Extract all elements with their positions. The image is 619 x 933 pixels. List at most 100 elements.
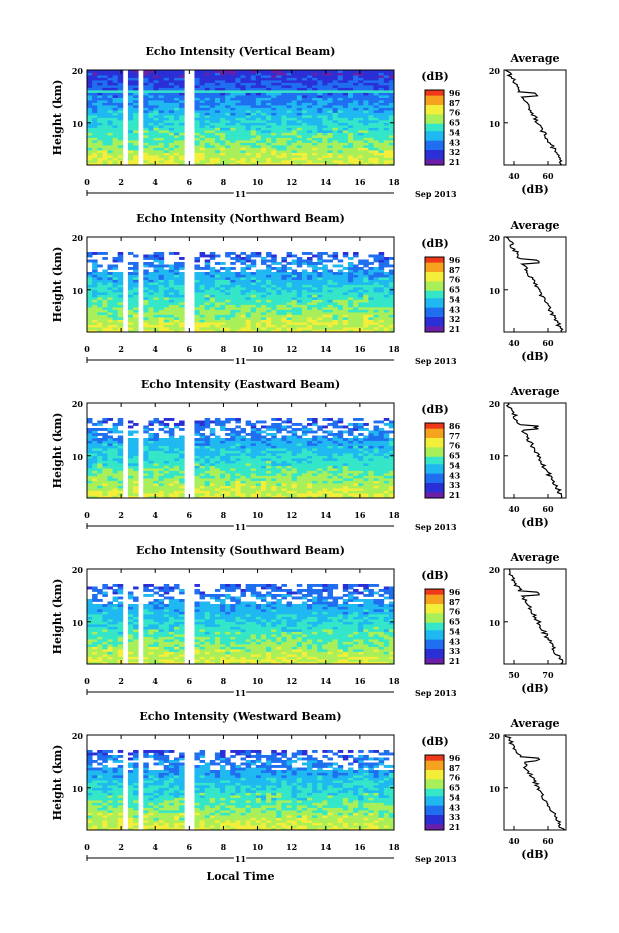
heatmap-cell: [333, 93, 339, 96]
heatmap-cell: [348, 327, 354, 330]
heatmap-cell: [179, 483, 185, 486]
heatmap-cell: [251, 118, 257, 121]
heatmap-cell: [102, 148, 108, 151]
heatmap-cell: [379, 315, 385, 318]
heatmap-cell: [164, 456, 170, 459]
heatmap-cell: [374, 95, 380, 98]
heatmap-cell: [384, 90, 390, 93]
heatmap-cell: [281, 125, 287, 128]
heatmap-cell: [225, 300, 231, 303]
heatmap-cell: [225, 160, 231, 163]
heatmap-cell: [179, 272, 185, 275]
heatmap-cell: [225, 491, 231, 494]
heatmap-cell: [215, 300, 221, 303]
heatmap-cell: [246, 423, 252, 426]
heatmap-cell: [225, 418, 231, 421]
heatmap-cell: [266, 458, 272, 461]
heatmap-cell: [205, 463, 211, 466]
heatmap-cell: [368, 135, 374, 138]
heatmap-cell: [194, 446, 200, 449]
heatmap-cell: [241, 307, 247, 310]
heatmap-cell: [164, 115, 170, 118]
heatmap-cell: [379, 158, 385, 161]
heatmap-cell: [312, 292, 318, 295]
heatmap-cell: [276, 446, 282, 449]
heatmap-cell: [210, 100, 216, 103]
heatmap-cell: [215, 488, 221, 491]
heatmap-cell: [281, 453, 287, 456]
heatmap-cell: [97, 471, 103, 474]
heatmap-cell: [200, 105, 206, 108]
heatmap-cell: [92, 133, 98, 136]
heatmap-cell: [169, 98, 175, 101]
heatmap-cell: [302, 312, 308, 315]
heatmap-cell: [358, 267, 364, 270]
heatmap-cell: [241, 315, 247, 318]
heatmap-cell: [241, 128, 247, 131]
heatmap-cell: [368, 80, 374, 83]
heatmap-cell: [317, 153, 323, 156]
heatmap-cell: [143, 317, 149, 320]
heatmap-cell: [118, 113, 124, 116]
heatmap-cell: [174, 143, 180, 146]
heatmap-cell: [159, 110, 165, 113]
heatmap-cell: [102, 130, 108, 133]
heatmap-cell: [343, 93, 349, 96]
heatmap-cell: [348, 140, 354, 143]
heatmap-cell: [107, 463, 113, 466]
heatmap-cell: [287, 456, 293, 459]
heatmap-cell: [251, 327, 257, 330]
heatmap-cell: [169, 428, 175, 431]
heatmap-cell: [281, 145, 287, 148]
heatmap-cell: [271, 458, 277, 461]
heatmap-cell: [174, 423, 180, 426]
heatmap-cell: [327, 85, 333, 88]
heatmap-cell: [205, 262, 211, 265]
heatmap-cell: [271, 120, 277, 123]
heatmap-cell: [174, 493, 180, 496]
heatmap-cell: [113, 292, 119, 295]
heatmap-cell: [220, 118, 226, 121]
heatmap-cell: [118, 327, 124, 330]
heatmap-cell: [148, 448, 154, 451]
heatmap-cell: [317, 108, 323, 111]
heatmap-cell: [281, 120, 287, 123]
heatmap-cell: [271, 310, 277, 313]
heatmap-cell: [271, 488, 277, 491]
heatmap-cell: [287, 83, 293, 86]
heatmap-cell: [276, 317, 282, 320]
heatmap-cell: [241, 282, 247, 285]
heatmap-cell: [174, 491, 180, 494]
heatmap-cell: [302, 138, 308, 141]
heatmap-cell: [118, 423, 124, 426]
heatmap-cell: [113, 78, 119, 81]
heatmap-cell: [225, 486, 231, 489]
heatmap-cell: [246, 158, 252, 161]
heatmap-cell: [97, 90, 103, 93]
heatmap-cell: [312, 272, 318, 275]
heatmap-cell: [143, 493, 149, 496]
heatmap-cell: [143, 325, 149, 328]
heatmap-cell: [327, 110, 333, 113]
heatmap-cell: [154, 476, 160, 479]
heatmap-cell: [271, 290, 277, 293]
heatmap-cell: [164, 118, 170, 121]
heatmap-cell: [292, 73, 298, 76]
heatmap-cell: [235, 150, 241, 153]
heatmap-cell: [271, 481, 277, 484]
heatmap-cell: [368, 128, 374, 131]
heatmap-cell: [246, 320, 252, 323]
heatmap-cell: [169, 483, 175, 486]
heatmap-cell: [241, 431, 247, 434]
heatmap-cell: [281, 438, 287, 441]
heatmap-cell: [133, 90, 139, 93]
heatmap-cell: [251, 83, 257, 86]
heatmap-cell: [287, 468, 293, 471]
heatmap-cell: [271, 148, 277, 151]
heatmap-cell: [241, 478, 247, 481]
heatmap-cell: [368, 280, 374, 283]
heatmap-cell: [235, 100, 241, 103]
heatmap-cell: [276, 483, 282, 486]
heatmap-cell: [327, 75, 333, 78]
heatmap-cell: [251, 125, 257, 128]
